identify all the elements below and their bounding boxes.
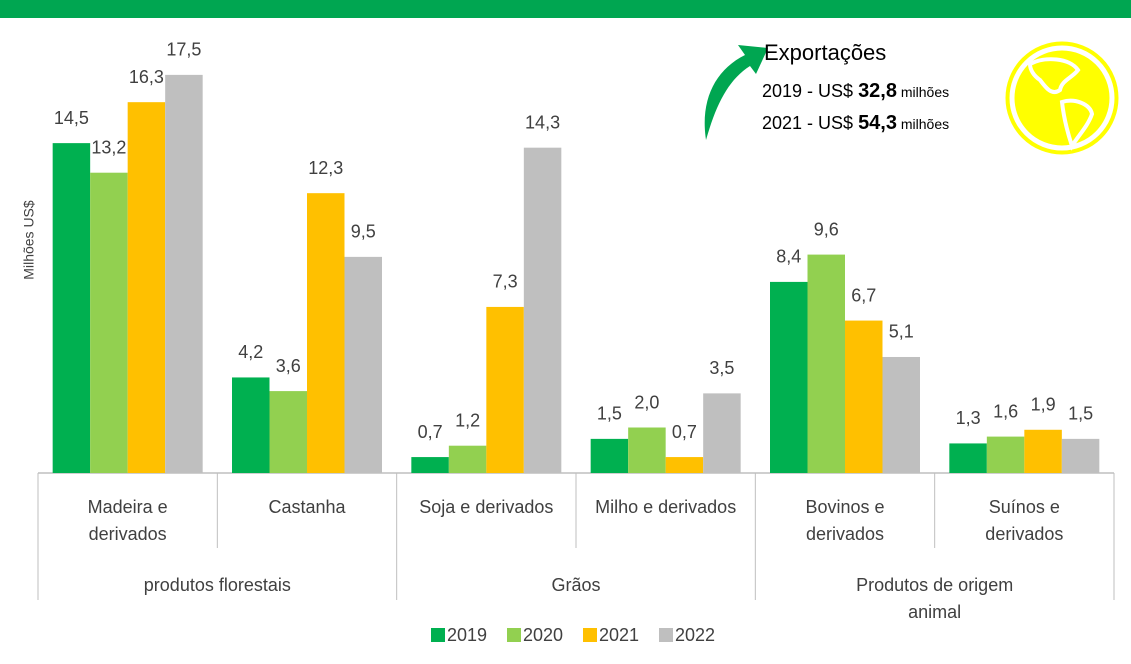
x-tick-label: Bovinos e derivados [805, 497, 885, 544]
value-label: 4,2 [238, 342, 263, 362]
value-label: 8,4 [776, 247, 801, 267]
annotation-part: milhões [897, 116, 950, 132]
globe-icon [1005, 41, 1119, 155]
bar [665, 457, 704, 473]
value-label: 17,5 [166, 40, 201, 60]
bar [90, 172, 128, 473]
legend-swatch [431, 628, 445, 642]
annotation-part: 54,3 [858, 112, 897, 134]
legend-label: 2021 [599, 625, 639, 645]
bar [807, 254, 845, 473]
value-label: 1,3 [956, 408, 981, 428]
bar [486, 306, 524, 473]
group-label: produtos florestais [143, 575, 291, 595]
annotation-part: 32,8 [858, 80, 897, 102]
value-label: 1,2 [455, 410, 480, 430]
bar [232, 377, 270, 473]
bar [1061, 438, 1100, 473]
x-tick-label: Madeira e derivados [87, 497, 168, 544]
bar [344, 256, 382, 473]
value-label: 9,5 [351, 222, 376, 242]
value-label: 0,7 [672, 422, 697, 442]
annotation-part: milhões [897, 84, 950, 100]
bar [1024, 429, 1062, 473]
bar [448, 445, 487, 473]
legend-label: 2022 [675, 625, 715, 645]
value-label: 1,6 [993, 401, 1018, 421]
value-label: 3,6 [276, 356, 301, 376]
bar [949, 443, 987, 473]
value-label: 1,5 [597, 404, 622, 424]
bar [703, 393, 741, 473]
legend-label: 2019 [447, 625, 487, 645]
x-tick-label: Castanha [268, 497, 346, 517]
x-tick-label: Milho e derivados [595, 497, 737, 517]
x-tick-label: Soja e derivados [419, 497, 554, 517]
bar [882, 356, 920, 473]
value-label: 13,2 [91, 137, 126, 157]
legend-swatch [659, 628, 673, 642]
group-label: Grãos [551, 575, 601, 595]
legend-swatch [583, 628, 597, 642]
banner [0, 0, 1131, 18]
value-label: 3,5 [709, 358, 734, 378]
legend-label: 2020 [523, 625, 563, 645]
y-axis-label: Milhões US$ [21, 200, 37, 280]
value-label: 7,3 [493, 272, 518, 292]
value-label: 1,9 [1031, 395, 1056, 415]
legend-swatch [507, 628, 521, 642]
value-label: 12,3 [308, 158, 343, 178]
value-label: 14,3 [525, 112, 560, 132]
bar [523, 147, 562, 474]
arrow-icon [704, 45, 768, 140]
value-label: 14,5 [54, 108, 89, 128]
annotation-line: 2019 - US$ 32,8 milhões [762, 80, 949, 103]
bar [590, 438, 629, 473]
bar [127, 102, 166, 474]
group-label: Produtos de origem animal [856, 575, 1014, 622]
value-label: 1,5 [1068, 404, 1093, 424]
bar [411, 457, 449, 473]
annotation-title: Exportações [764, 40, 887, 65]
annotation-part: 2019 - US$ [762, 81, 859, 101]
annotation-part: 2021 - US$ [762, 113, 859, 133]
bar [269, 391, 307, 473]
bar [845, 320, 883, 473]
bar [52, 143, 91, 473]
x-tick-label: Suínos e derivados [985, 497, 1064, 544]
value-label: 5,1 [889, 322, 914, 342]
value-label: 2,0 [634, 392, 659, 412]
annotation-line: 2021 - US$ 54,3 milhões [762, 112, 949, 135]
value-label: 6,7 [851, 285, 876, 305]
bar [165, 74, 203, 473]
value-label: 9,6 [814, 219, 839, 239]
bar [770, 281, 808, 473]
bar [628, 427, 666, 473]
value-label: 0,7 [418, 422, 443, 442]
value-label: 16,3 [129, 67, 164, 87]
bar [986, 436, 1025, 473]
bar [307, 193, 345, 474]
